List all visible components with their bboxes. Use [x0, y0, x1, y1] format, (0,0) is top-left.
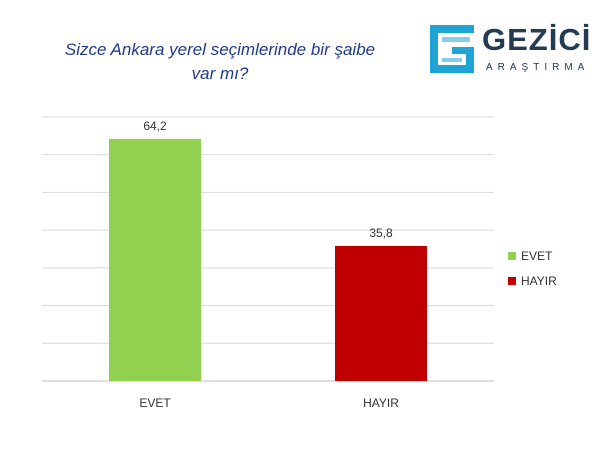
legend-item-hayir: HAYIR [508, 268, 557, 293]
chart-title: Sizce Ankara yerel seçimlerinde bir şaib… [30, 38, 410, 86]
bars [109, 138, 427, 381]
value-labels: 64,2 35,8 [143, 119, 393, 240]
chart-title-line-2: var mı? [191, 64, 249, 83]
logo-wordmark: GEZİCİ [482, 22, 592, 57]
legend-swatch-evet [508, 251, 516, 260]
legend-label-evet: EVET [521, 248, 553, 263]
value-label-hayir: 35,8 [369, 226, 393, 240]
x-axis-ticks: EVET HAYIR [139, 396, 399, 410]
legend-label-hayir: HAYIR [521, 273, 557, 288]
gezici-logo: GEZİCİ ARAŞTIRMA [428, 22, 592, 78]
logo-subtitle: ARAŞTIRMA [486, 62, 590, 73]
legend-item-evet: EVET [508, 243, 557, 268]
x-tick-hayir: HAYIR [363, 396, 399, 410]
chart-title-line-1: Sizce Ankara yerel seçimlerinde bir şaib… [64, 40, 376, 59]
gezici-g-logo-icon [430, 25, 474, 73]
legend-swatch-hayir [508, 276, 516, 285]
bar-evet [109, 138, 201, 381]
legend: EVET HAYIR [508, 243, 557, 293]
x-tick-evet: EVET [139, 396, 171, 410]
value-label-evet: 64,2 [143, 119, 167, 133]
bar-hayir [335, 245, 427, 381]
